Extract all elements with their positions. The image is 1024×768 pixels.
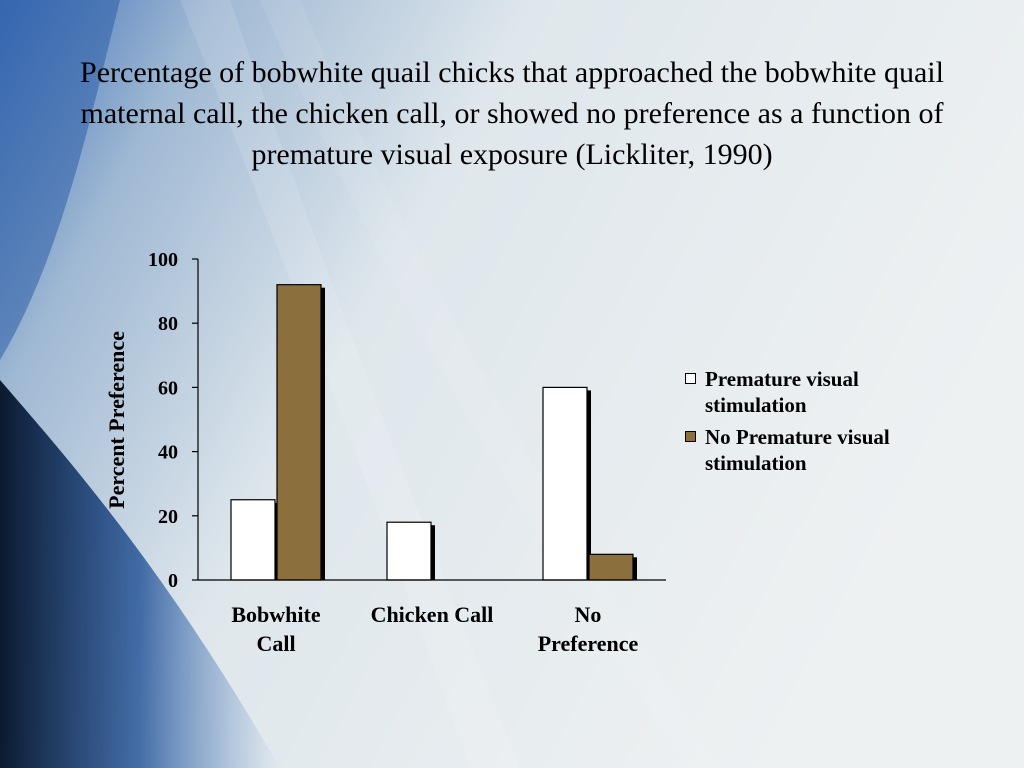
x-category-label-line: Preference [538, 631, 639, 656]
bar-1-2 [386, 521, 432, 581]
y-tick-label: 60 [158, 377, 178, 399]
x-category-label-line: No [575, 602, 602, 627]
legend: Premature visual stimulation No Premature … [683, 366, 983, 482]
x-category-label-line: Bobwhite [231, 602, 320, 627]
x-category-label: Bobwhite Call [231, 602, 320, 656]
legend-label-line: stimulation [705, 393, 807, 417]
bar-2-1 [276, 284, 322, 581]
bar-1-1 [230, 499, 276, 581]
x-category-label: Chicken Call [371, 602, 494, 627]
slide-title: Percentage of bobwhite quail chicks that… [80, 56, 944, 171]
x-category-label-line: Chicken Call [371, 602, 494, 627]
legend-item-2: No Premature visual stimulation [683, 424, 983, 476]
legend-label-line: Premature visual [705, 367, 859, 391]
y-axis-title: Percent Preference [104, 331, 129, 509]
legend-label-line: stimulation [705, 451, 807, 475]
y-tick-label: 40 [158, 442, 178, 464]
x-category-label-line: Call [256, 631, 295, 656]
x-category-label: No Preference [538, 602, 639, 656]
legend-label-line: No Premature visual [705, 425, 890, 449]
legend-swatch [685, 431, 696, 442]
legend-swatch [685, 373, 696, 384]
y-tick-label: 20 [158, 506, 178, 528]
y-tick-label: 0 [168, 570, 178, 592]
bar-1-3 [542, 386, 588, 581]
y-tick-label: 100 [148, 249, 178, 271]
bar-2-3 [588, 553, 634, 581]
legend-item-1: Premature visual stimulation [683, 366, 983, 418]
y-tick-label: 80 [158, 313, 178, 335]
